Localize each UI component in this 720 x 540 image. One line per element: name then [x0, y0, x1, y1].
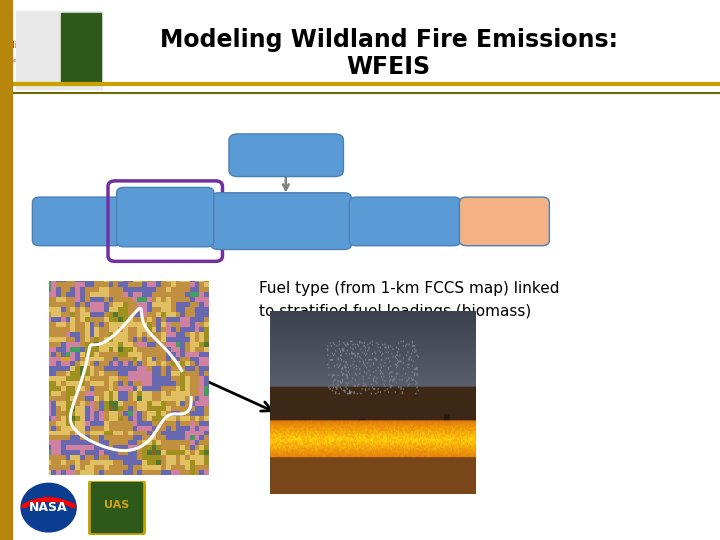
Text: ×: ×: [202, 213, 215, 228]
Text: Fuel type (from 1-km FCCS map) linked
to stratified fuel loadings (biomass): Fuel type (from 1-km FCCS map) linked to…: [259, 280, 559, 319]
Text: Modeling Wildland Fire Emissions:: Modeling Wildland Fire Emissions:: [160, 29, 618, 52]
Bar: [0, 0, 12, 540]
FancyArrowPatch shape: [24, 499, 73, 507]
Text: =: =: [450, 213, 463, 228]
FancyBboxPatch shape: [32, 197, 122, 246]
FancyBboxPatch shape: [229, 134, 343, 177]
Bar: [16, 11, 102, 89]
FancyBboxPatch shape: [89, 481, 145, 535]
Text: WFEIS: WFEIS: [347, 56, 431, 79]
Text: Fuel loading: Fuel loading: [127, 211, 203, 221]
Circle shape: [21, 483, 76, 532]
Text: Michigan Tech: Michigan Tech: [6, 42, 68, 50]
Text: Emissions: Emissions: [475, 217, 534, 226]
FancyBboxPatch shape: [117, 187, 214, 247]
Text: Burn area: Burn area: [48, 217, 107, 226]
Text: UAS: UAS: [68, 44, 94, 53]
FancyBboxPatch shape: [349, 197, 461, 246]
Text: UAS: UAS: [104, 500, 130, 510]
Text: Consumption
(a.k.a. combustion
completeness): Consumption (a.k.a. combustion completen…: [237, 206, 325, 236]
Text: ×: ×: [107, 213, 120, 228]
Text: ×: ×: [336, 213, 349, 228]
Bar: [61, 14, 101, 84]
Text: Research Institute: Research Institute: [9, 58, 66, 63]
Text: Fuel moisture: Fuel moisture: [243, 150, 329, 160]
FancyBboxPatch shape: [211, 193, 351, 249]
Text: Emission factor: Emission factor: [359, 217, 451, 226]
FancyBboxPatch shape: [459, 197, 549, 246]
Text: NASA: NASA: [30, 501, 68, 514]
